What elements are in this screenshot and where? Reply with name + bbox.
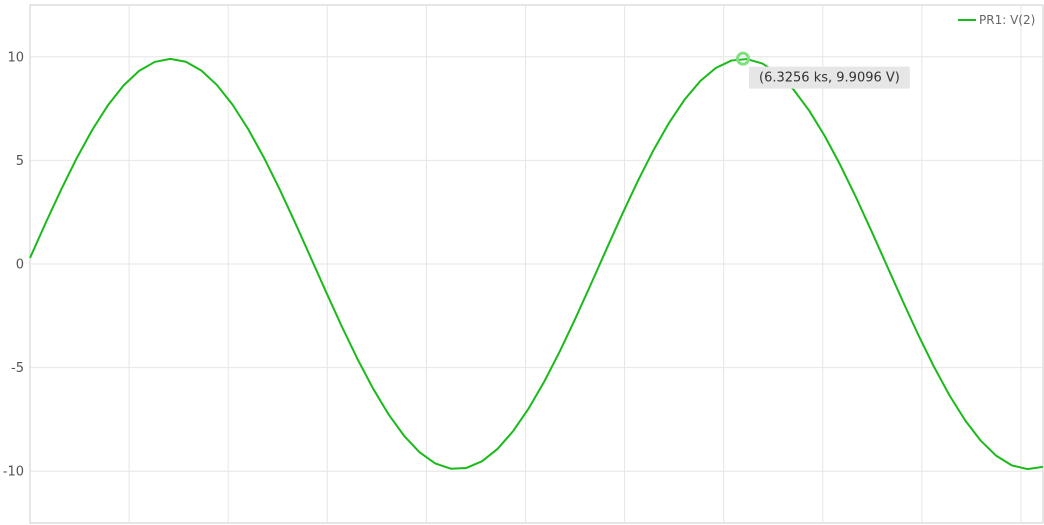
series-line bbox=[29, 57, 1044, 471]
series-group bbox=[29, 57, 1044, 471]
legend-label: PR1: V(2) bbox=[979, 13, 1035, 27]
tooltip-text: (6.3256 ks, 9.9096 V) bbox=[759, 71, 900, 86]
hover-marker[interactable] bbox=[736, 51, 751, 66]
y-tick-label: -5 bbox=[11, 361, 24, 376]
y-tick-label: 0 bbox=[16, 258, 24, 273]
y-tick-label: -10 bbox=[3, 465, 24, 480]
y-tick-label: 5 bbox=[16, 154, 24, 169]
y-tick-label: 10 bbox=[7, 50, 24, 65]
tooltip-box bbox=[749, 66, 910, 89]
y-axis-ticks: 10 5 0 -5 -10 bbox=[3, 50, 24, 479]
grid bbox=[30, 5, 1043, 523]
hover-marker-group: (6.3256 ks, 9.9096 V) bbox=[736, 51, 910, 89]
legend[interactable]: PR1: V(2) bbox=[958, 13, 1035, 27]
